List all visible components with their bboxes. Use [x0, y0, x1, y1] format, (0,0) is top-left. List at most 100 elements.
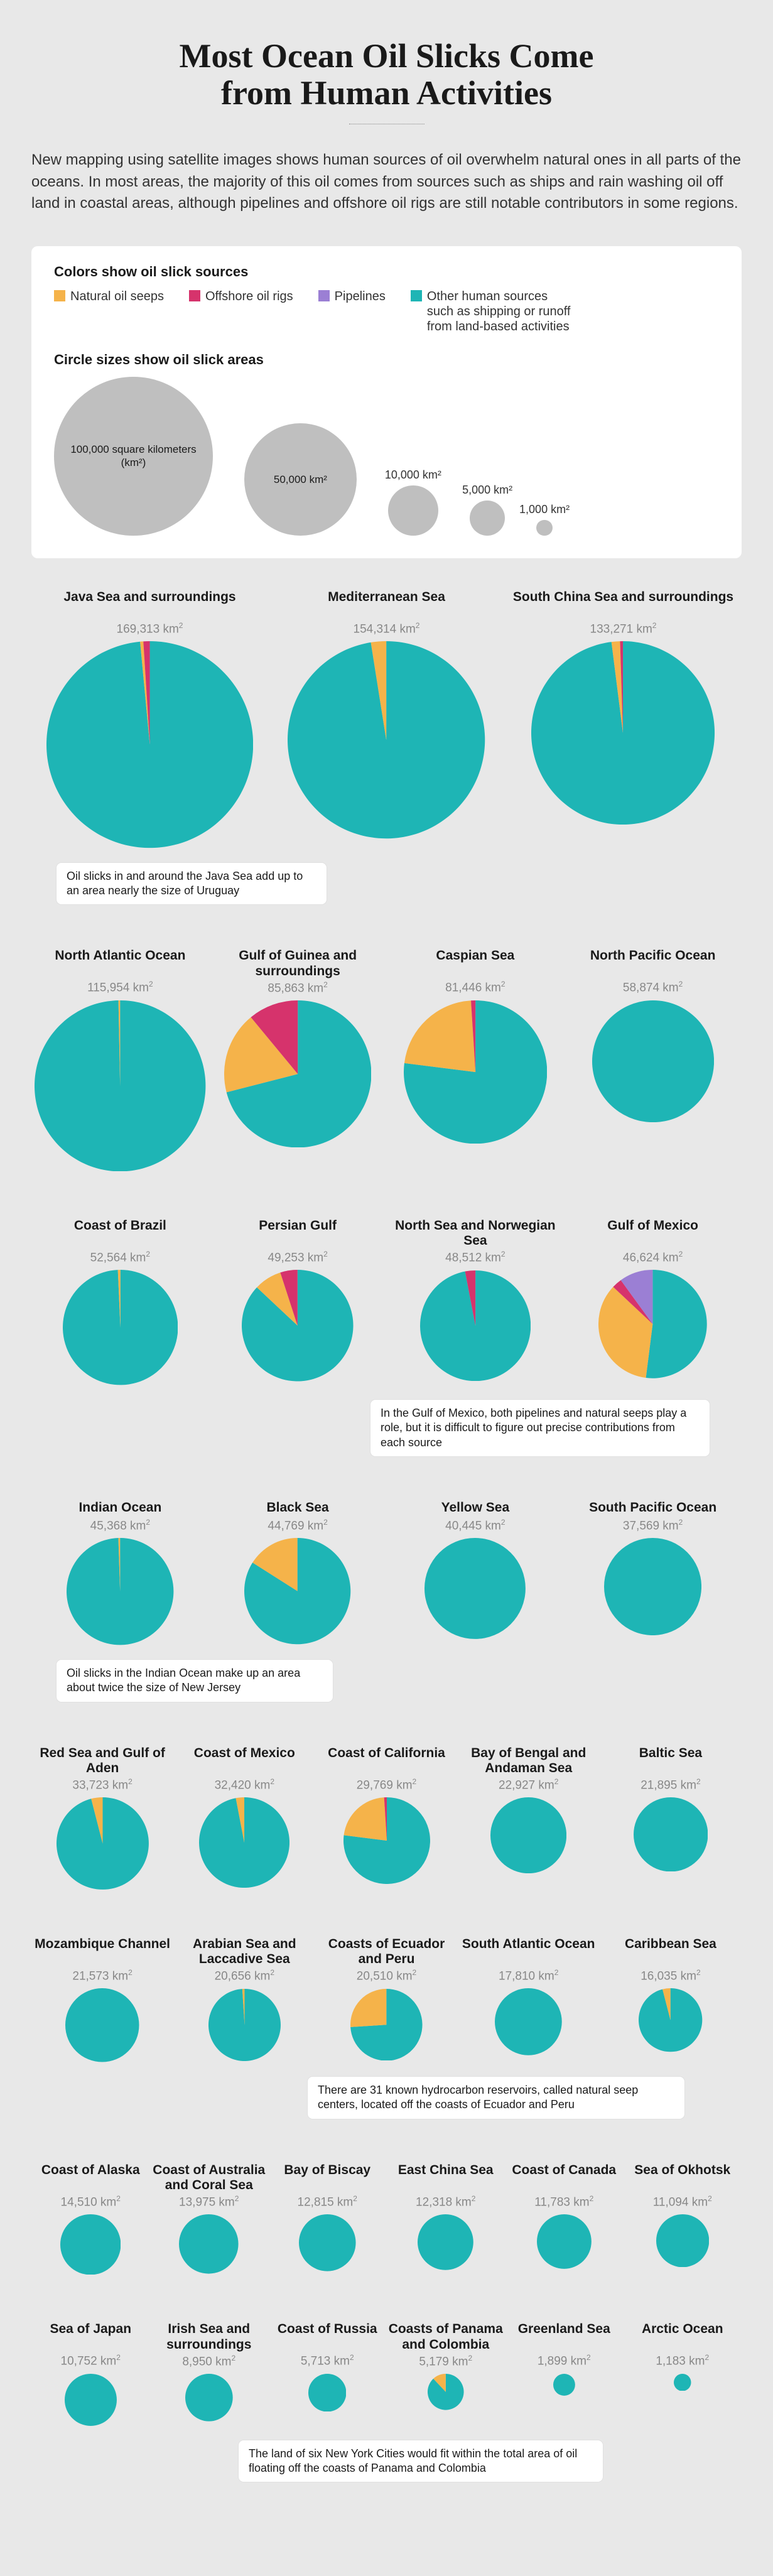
region-area: 37,569 km2: [623, 1518, 683, 1533]
pie-slice-other: [490, 1797, 566, 1873]
region-pie: [598, 1270, 707, 1382]
region-name: Arabian Sea and Laccadive Sea: [173, 1937, 315, 1967]
legend-size-100000: 100,000 square kilometers (km²): [54, 377, 213, 536]
region-cell: Coast of Mexico32,420 km2: [173, 1746, 315, 1891]
region-area: 5,179 km2: [419, 2354, 472, 2369]
region-cell: South Pacific Ocean37,569 km2: [564, 1500, 742, 1638]
title-line-1: Most Ocean Oil Slicks Come: [180, 37, 594, 75]
region-name: South Pacific Ocean: [589, 1500, 716, 1517]
region-cell: North Pacific Ocean58,874 km2: [564, 948, 742, 1125]
region-area: 12,318 km2: [416, 2194, 475, 2209]
region-area: 48,512 km2: [445, 1250, 505, 1265]
region-pie: [288, 641, 485, 842]
pie-slice-other: [674, 2374, 691, 2391]
region-area: 20,510 km2: [357, 1968, 416, 1983]
annotation-callout: The land of six New York Cities would fi…: [239, 2440, 603, 2482]
annotation-callout: Oil slicks in and around the Java Sea ad…: [57, 863, 327, 905]
legend-colors-heading: Colors show oil slick sources: [54, 264, 719, 280]
region-area: 169,313 km2: [117, 621, 183, 636]
region-pie: [57, 1797, 149, 1893]
region-area: 22,927 km2: [499, 1777, 558, 1792]
region-cell: Red Sea and Gulf of Aden33,723 km2: [31, 1746, 173, 1893]
chart-row-items: Mozambique Channel21,573 km2Arabian Sea …: [31, 1937, 742, 2065]
region-pie: [60, 2214, 121, 2278]
legend-box: Colors show oil slick sources Natural oi…: [31, 246, 742, 558]
region-name: South Atlantic Ocean: [462, 1937, 595, 1967]
region-pie: [244, 1538, 350, 1647]
legend-label-other: Other human sources such as shipping or …: [427, 289, 574, 334]
pie-slice-natural: [404, 1000, 475, 1072]
region-name: Bay of Biscay: [284, 2163, 370, 2193]
legend-item-other: Other human sources such as shipping or …: [411, 289, 574, 334]
region-name: Java Sea and surroundings: [63, 590, 235, 620]
pie-slice-other: [646, 1270, 707, 1378]
region-name: North Atlantic Ocean: [55, 948, 185, 978]
region-name: North Pacific Ocean: [590, 948, 716, 978]
pie-slice-other: [495, 1988, 562, 2055]
legend-size-10000: 10,000 km²: [388, 485, 438, 536]
chart-row-1: North Atlantic Ocean115,954 km2Gulf of G…: [31, 948, 742, 1174]
legend-size-1000: 1,000 km²: [536, 520, 552, 536]
region-name: Sea of Okhotsk: [634, 2163, 730, 2193]
region-area: 12,815 km2: [298, 2194, 357, 2209]
region-name: Baltic Sea: [639, 1746, 702, 1776]
page-title: Most Ocean Oil Slicks Come from Human Ac…: [31, 38, 742, 112]
region-cell: Coasts of Panama and Colombia5,179 km2: [387, 2322, 505, 2413]
chart-row-items: Coast of Alaska14,510 km2Coast of Austra…: [31, 2163, 742, 2278]
region-cell: Coast of Alaska14,510 km2: [31, 2163, 150, 2278]
region-pie: [185, 2374, 233, 2425]
legend-size-5000: 5,000 km²: [470, 501, 505, 536]
region-pie: [428, 2374, 464, 2413]
region-name: Coast of Alaska: [41, 2163, 140, 2193]
legend-size-circle: [470, 501, 505, 536]
legend-swatch-pipelines: [318, 290, 330, 301]
region-area: 14,510 km2: [61, 2194, 121, 2209]
region-area: 85,863 km2: [268, 980, 327, 995]
pie-slice-other: [60, 2214, 121, 2275]
region-cell: Coast of Russia5,713 km2: [268, 2322, 387, 2415]
legend-swatch-other: [411, 290, 422, 301]
region-area: 10,752 km2: [61, 2353, 121, 2368]
pie-slice-other: [656, 2214, 709, 2267]
region-name: Indian Ocean: [78, 1500, 161, 1517]
legend-sizes-heading: Circle sizes show oil slick areas: [54, 352, 719, 368]
chart-row-items: Java Sea and surroundings169,313 km2 Medi…: [31, 590, 742, 852]
intro-paragraph: New mapping using satellite images shows…: [31, 149, 742, 215]
region-cell: Gulf of Guinea and surroundings85,863 km…: [209, 948, 387, 1150]
region-pie: [490, 1797, 566, 1876]
region-cell: Caspian Sea81,446 km2: [387, 948, 565, 1147]
region-pie: [634, 1797, 708, 1875]
region-pie: [639, 1988, 702, 2055]
region-cell: North Sea and Norwegian Sea48,512 km2: [387, 1218, 565, 1384]
chart-row-6: Coast of Alaska14,510 km2Coast of Austra…: [31, 2163, 742, 2278]
region-pie: [208, 1989, 281, 2064]
region-name: Persian Gulf: [259, 1218, 337, 1248]
region-name: East China Sea: [398, 2163, 494, 2193]
pie-slice-other: [179, 2214, 239, 2274]
region-cell: Sea of Okhotsk11,094 km2: [624, 2163, 742, 2271]
region-pie: [553, 2374, 575, 2399]
legend-size-circle: [536, 520, 552, 536]
region-name: South China Sea and surroundings: [513, 590, 733, 620]
region-cell: Mediterranean Sea154,314 km2: [268, 590, 505, 842]
region-area: 17,810 km2: [499, 1968, 558, 1983]
pie-slice-other: [46, 641, 253, 848]
chart-row-0: Java Sea and surroundings169,313 km2 Medi…: [31, 590, 742, 904]
region-cell: Bay of Biscay12,815 km2: [268, 2163, 387, 2275]
region-pie: [67, 1538, 173, 1648]
region-name: Coast of Canada: [512, 2163, 616, 2193]
region-name: Arctic Ocean: [642, 2322, 723, 2352]
region-area: 46,624 km2: [623, 1250, 683, 1265]
region-name: Coast of Russia: [278, 2322, 377, 2352]
region-cell: South Atlantic Ocean17,810 km2: [458, 1937, 600, 2059]
region-name: Greenland Sea: [518, 2322, 610, 2352]
region-pie: [299, 2214, 356, 2275]
region-cell: Greenland Sea1,899 km2: [505, 2322, 624, 2398]
region-name: Coasts of Ecuador and Peru: [315, 1937, 457, 1967]
region-name: Red Sea and Gulf of Aden: [31, 1746, 173, 1776]
region-area: 49,253 km2: [268, 1250, 327, 1265]
region-cell: South China Sea and surroundings133,271 …: [505, 590, 742, 828]
region-cell: Baltic Sea21,895 km2: [600, 1746, 742, 1875]
pie-slice-other: [299, 2214, 356, 2271]
legend-size-circle: 50,000 km²: [244, 423, 357, 536]
